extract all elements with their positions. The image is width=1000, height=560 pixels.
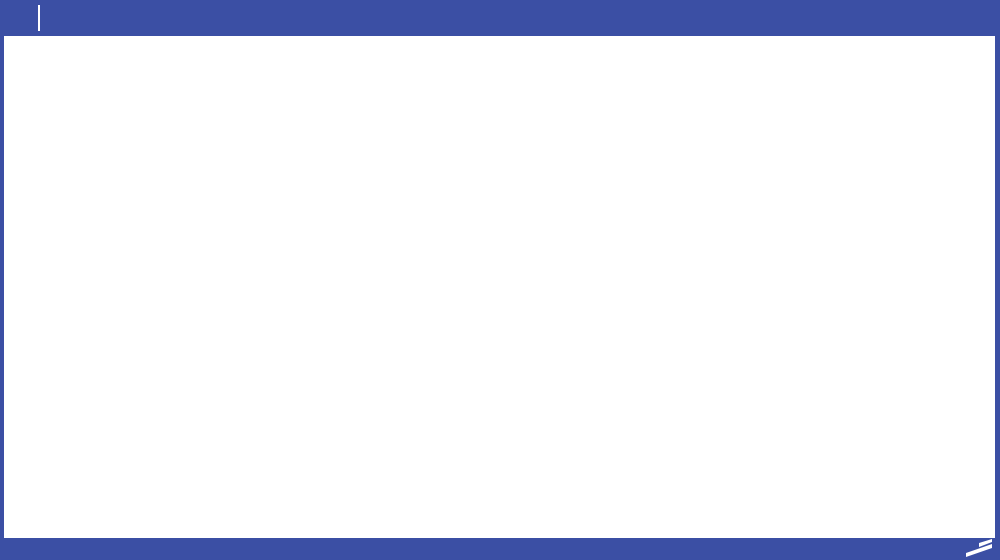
logo-divider (38, 5, 40, 31)
footer (0, 538, 1000, 560)
header (0, 0, 1000, 36)
elucid-mark-icon (966, 539, 992, 557)
content-background (4, 36, 995, 538)
